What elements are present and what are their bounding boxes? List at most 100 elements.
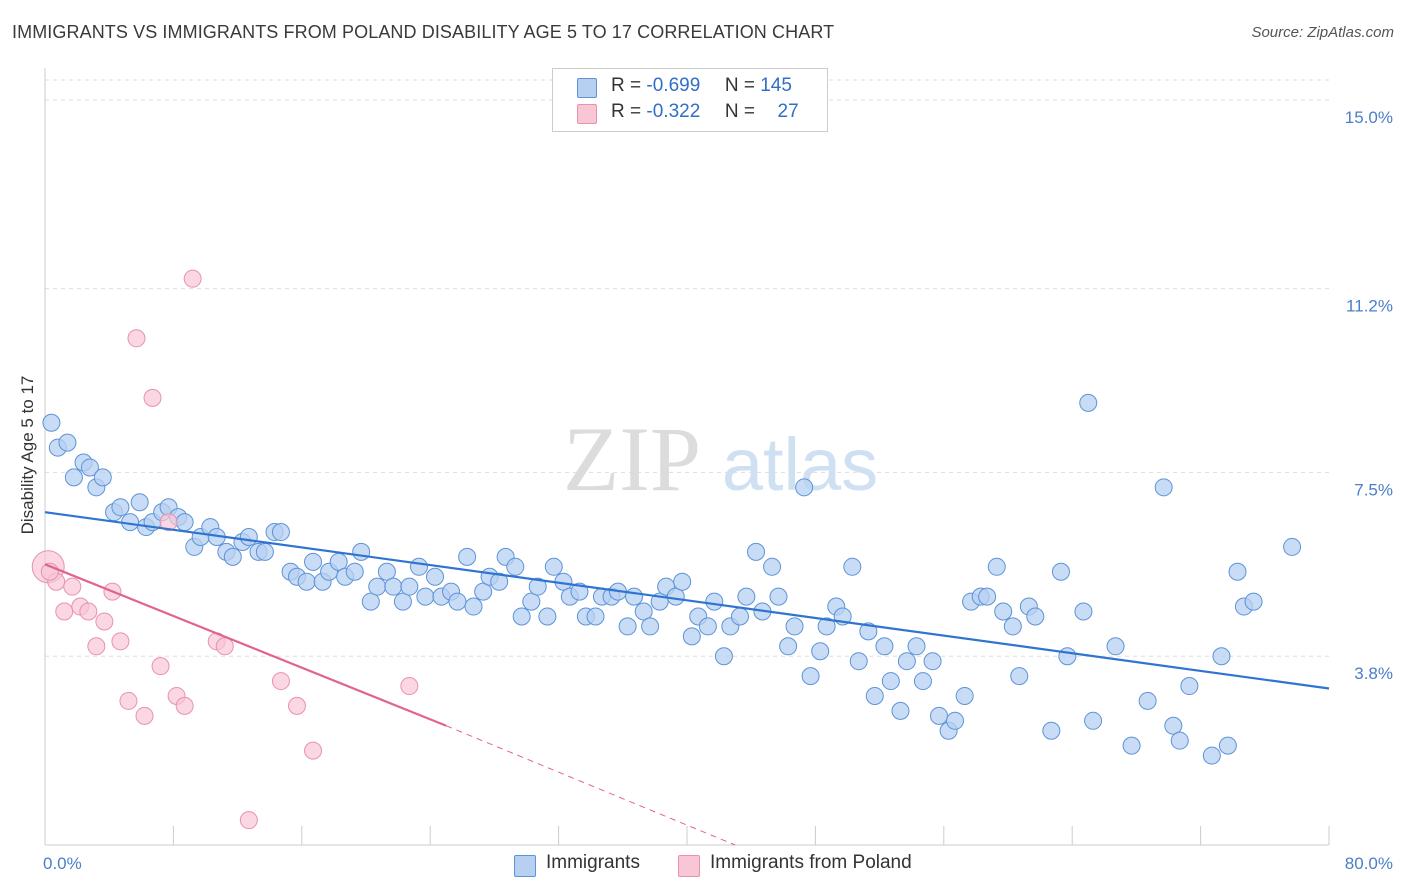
trend-lines bbox=[44, 511, 1330, 846]
data-point-immigrants bbox=[1228, 562, 1247, 581]
data-point-poland bbox=[111, 632, 130, 651]
data-point-immigrants bbox=[1244, 592, 1263, 611]
data-point-immigrants bbox=[994, 602, 1013, 621]
data-point-immigrants bbox=[1202, 746, 1221, 765]
data-point-immigrants bbox=[779, 637, 798, 656]
data-point-immigrants bbox=[58, 433, 77, 452]
data-point-immigrants bbox=[538, 607, 557, 626]
data-point-immigrants bbox=[698, 617, 717, 636]
data-point-immigrants bbox=[913, 672, 932, 691]
data-point-immigrants bbox=[859, 622, 878, 641]
data-point-immigrants bbox=[747, 542, 766, 561]
data-point-immigrants bbox=[570, 582, 589, 601]
legend-n-value: 27 bbox=[777, 101, 799, 122]
data-point-immigrants bbox=[400, 577, 419, 596]
trend-line-poland-extension bbox=[446, 725, 736, 846]
data-point-immigrants bbox=[923, 652, 942, 671]
legend-n-value: 145 bbox=[760, 75, 792, 96]
data-point-immigrants bbox=[801, 667, 820, 686]
data-point-immigrants bbox=[1180, 677, 1199, 696]
data-point-immigrants bbox=[490, 572, 509, 591]
data-point-immigrants bbox=[843, 557, 862, 576]
legend-text: R = -0.322 N = 27 bbox=[611, 101, 799, 123]
legend-swatch-blue bbox=[514, 855, 536, 877]
data-point-immigrants bbox=[458, 547, 477, 566]
data-point-immigrants bbox=[907, 637, 926, 656]
grid-lines bbox=[45, 79, 1329, 657]
legend-r-label: R = bbox=[611, 101, 642, 122]
y-tick-label: 3.8% bbox=[1354, 664, 1393, 683]
data-point-immigrants bbox=[634, 602, 653, 621]
data-point-immigrants bbox=[223, 547, 242, 566]
legend-n-label: N = bbox=[724, 101, 755, 122]
data-point-immigrants bbox=[705, 592, 724, 611]
data-point-immigrants bbox=[1212, 647, 1231, 666]
data-point-immigrants bbox=[737, 587, 756, 606]
axes bbox=[44, 68, 1330, 846]
data-point-immigrants bbox=[1084, 711, 1103, 730]
data-point-immigrants bbox=[111, 498, 130, 517]
data-point-immigrants bbox=[865, 686, 884, 705]
data-point-immigrants bbox=[1074, 602, 1093, 621]
data-point-immigrants bbox=[297, 572, 316, 591]
data-point-poland bbox=[135, 706, 154, 725]
legend-swatch-blue bbox=[577, 78, 597, 98]
data-point-immigrants bbox=[384, 577, 403, 596]
data-point-immigrants bbox=[377, 562, 396, 581]
data-point-immigrants bbox=[1051, 562, 1070, 581]
data-point-immigrants bbox=[1079, 393, 1098, 412]
data-point-immigrants bbox=[811, 642, 830, 661]
data-point-immigrants bbox=[175, 513, 194, 532]
legend-text: R = -0.699 N = 145 bbox=[611, 75, 792, 97]
data-point-poland bbox=[304, 741, 323, 760]
data-point-poland bbox=[287, 696, 306, 715]
data-point-immigrants bbox=[1154, 478, 1173, 497]
data-point-immigrants bbox=[987, 557, 1006, 576]
watermark: ZIP atlas bbox=[563, 408, 878, 510]
y-axis-title: Disability Age 5 to 17 bbox=[18, 375, 37, 535]
source-credit: Source: ZipAtlas.com bbox=[1251, 24, 1394, 41]
series-immigrants bbox=[42, 393, 1302, 765]
data-point-immigrants bbox=[448, 592, 467, 611]
data-point-immigrants bbox=[426, 567, 445, 586]
data-point-immigrants bbox=[1283, 537, 1302, 556]
data-point-immigrants bbox=[682, 627, 701, 646]
data-point-immigrants bbox=[506, 557, 525, 576]
y-tick-label: 11.2% bbox=[1346, 297, 1393, 316]
data-point-immigrants bbox=[522, 592, 541, 611]
correlation-legend: R = -0.699 N = 145 R = -0.322 N = 27 bbox=[552, 68, 828, 132]
data-point-immigrants bbox=[641, 617, 660, 636]
legend-n-label: N = bbox=[724, 75, 755, 96]
data-point-immigrants bbox=[1122, 736, 1141, 755]
data-point-immigrants bbox=[474, 582, 493, 601]
data-point-immigrants bbox=[239, 528, 258, 546]
legend-r-label: R = bbox=[611, 75, 642, 96]
data-point-immigrants bbox=[64, 468, 83, 487]
data-point-immigrants bbox=[42, 413, 61, 432]
legend-r-value: -0.699 bbox=[646, 75, 701, 96]
data-point-poland bbox=[127, 329, 146, 348]
data-point-poland bbox=[143, 388, 162, 407]
trend-line-immigrants bbox=[44, 511, 1330, 690]
data-point-immigrants bbox=[714, 647, 733, 666]
data-point-poland bbox=[63, 577, 82, 596]
data-point-immigrants bbox=[673, 572, 692, 591]
data-point-immigrants bbox=[763, 557, 782, 576]
data-point-poland bbox=[87, 637, 106, 656]
data-point-immigrants bbox=[625, 587, 644, 606]
trend-line-poland bbox=[44, 563, 447, 727]
data-point-poland bbox=[119, 691, 138, 710]
data-point-immigrants bbox=[769, 587, 788, 606]
data-point-immigrants bbox=[130, 493, 149, 512]
chart-title: IMMIGRANTS VS IMMIGRANTS FROM POLAND DIS… bbox=[12, 22, 835, 42]
data-point-immigrants bbox=[1106, 637, 1125, 656]
data-point-immigrants bbox=[946, 711, 965, 730]
legend-r-value: -0.322 bbox=[646, 101, 701, 122]
data-point-immigrants bbox=[586, 607, 605, 626]
data-point-immigrants bbox=[1026, 607, 1045, 626]
data-point-immigrants bbox=[929, 706, 948, 725]
data-point-immigrants bbox=[955, 686, 974, 705]
legend-swatch-pink bbox=[678, 855, 700, 877]
data-point-immigrants bbox=[544, 557, 563, 576]
data-point-immigrants bbox=[304, 552, 323, 571]
